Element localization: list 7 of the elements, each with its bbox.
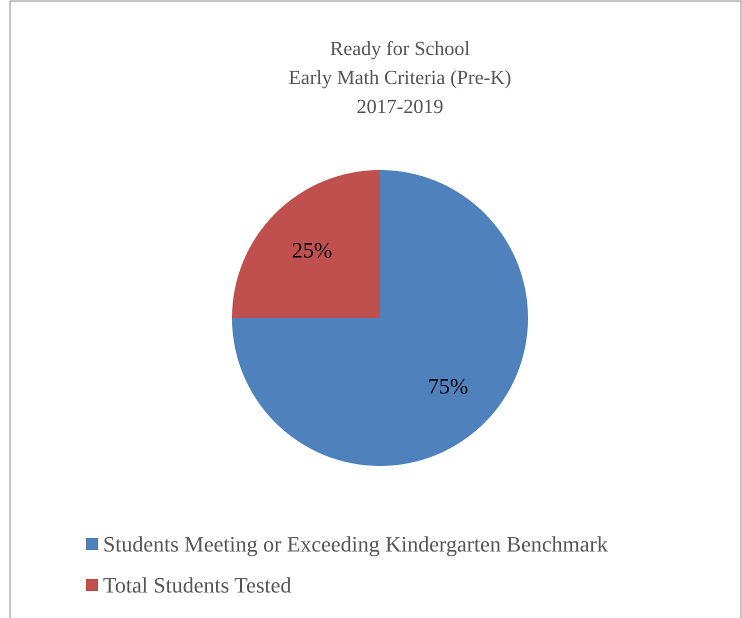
legend-label: Students Meeting or Exceeding Kindergarten Benchmark — [103, 532, 608, 556]
data-label: 25% — [292, 237, 332, 262]
chart-title: Ready for School Early Math Criteria (Pre-K) 2017-2019 — [288, 38, 512, 118]
pie-slice — [232, 170, 528, 466]
legend-label: Total Students Tested — [103, 572, 292, 598]
data-label: 75% — [428, 374, 468, 399]
pie-slice — [232, 170, 380, 318]
